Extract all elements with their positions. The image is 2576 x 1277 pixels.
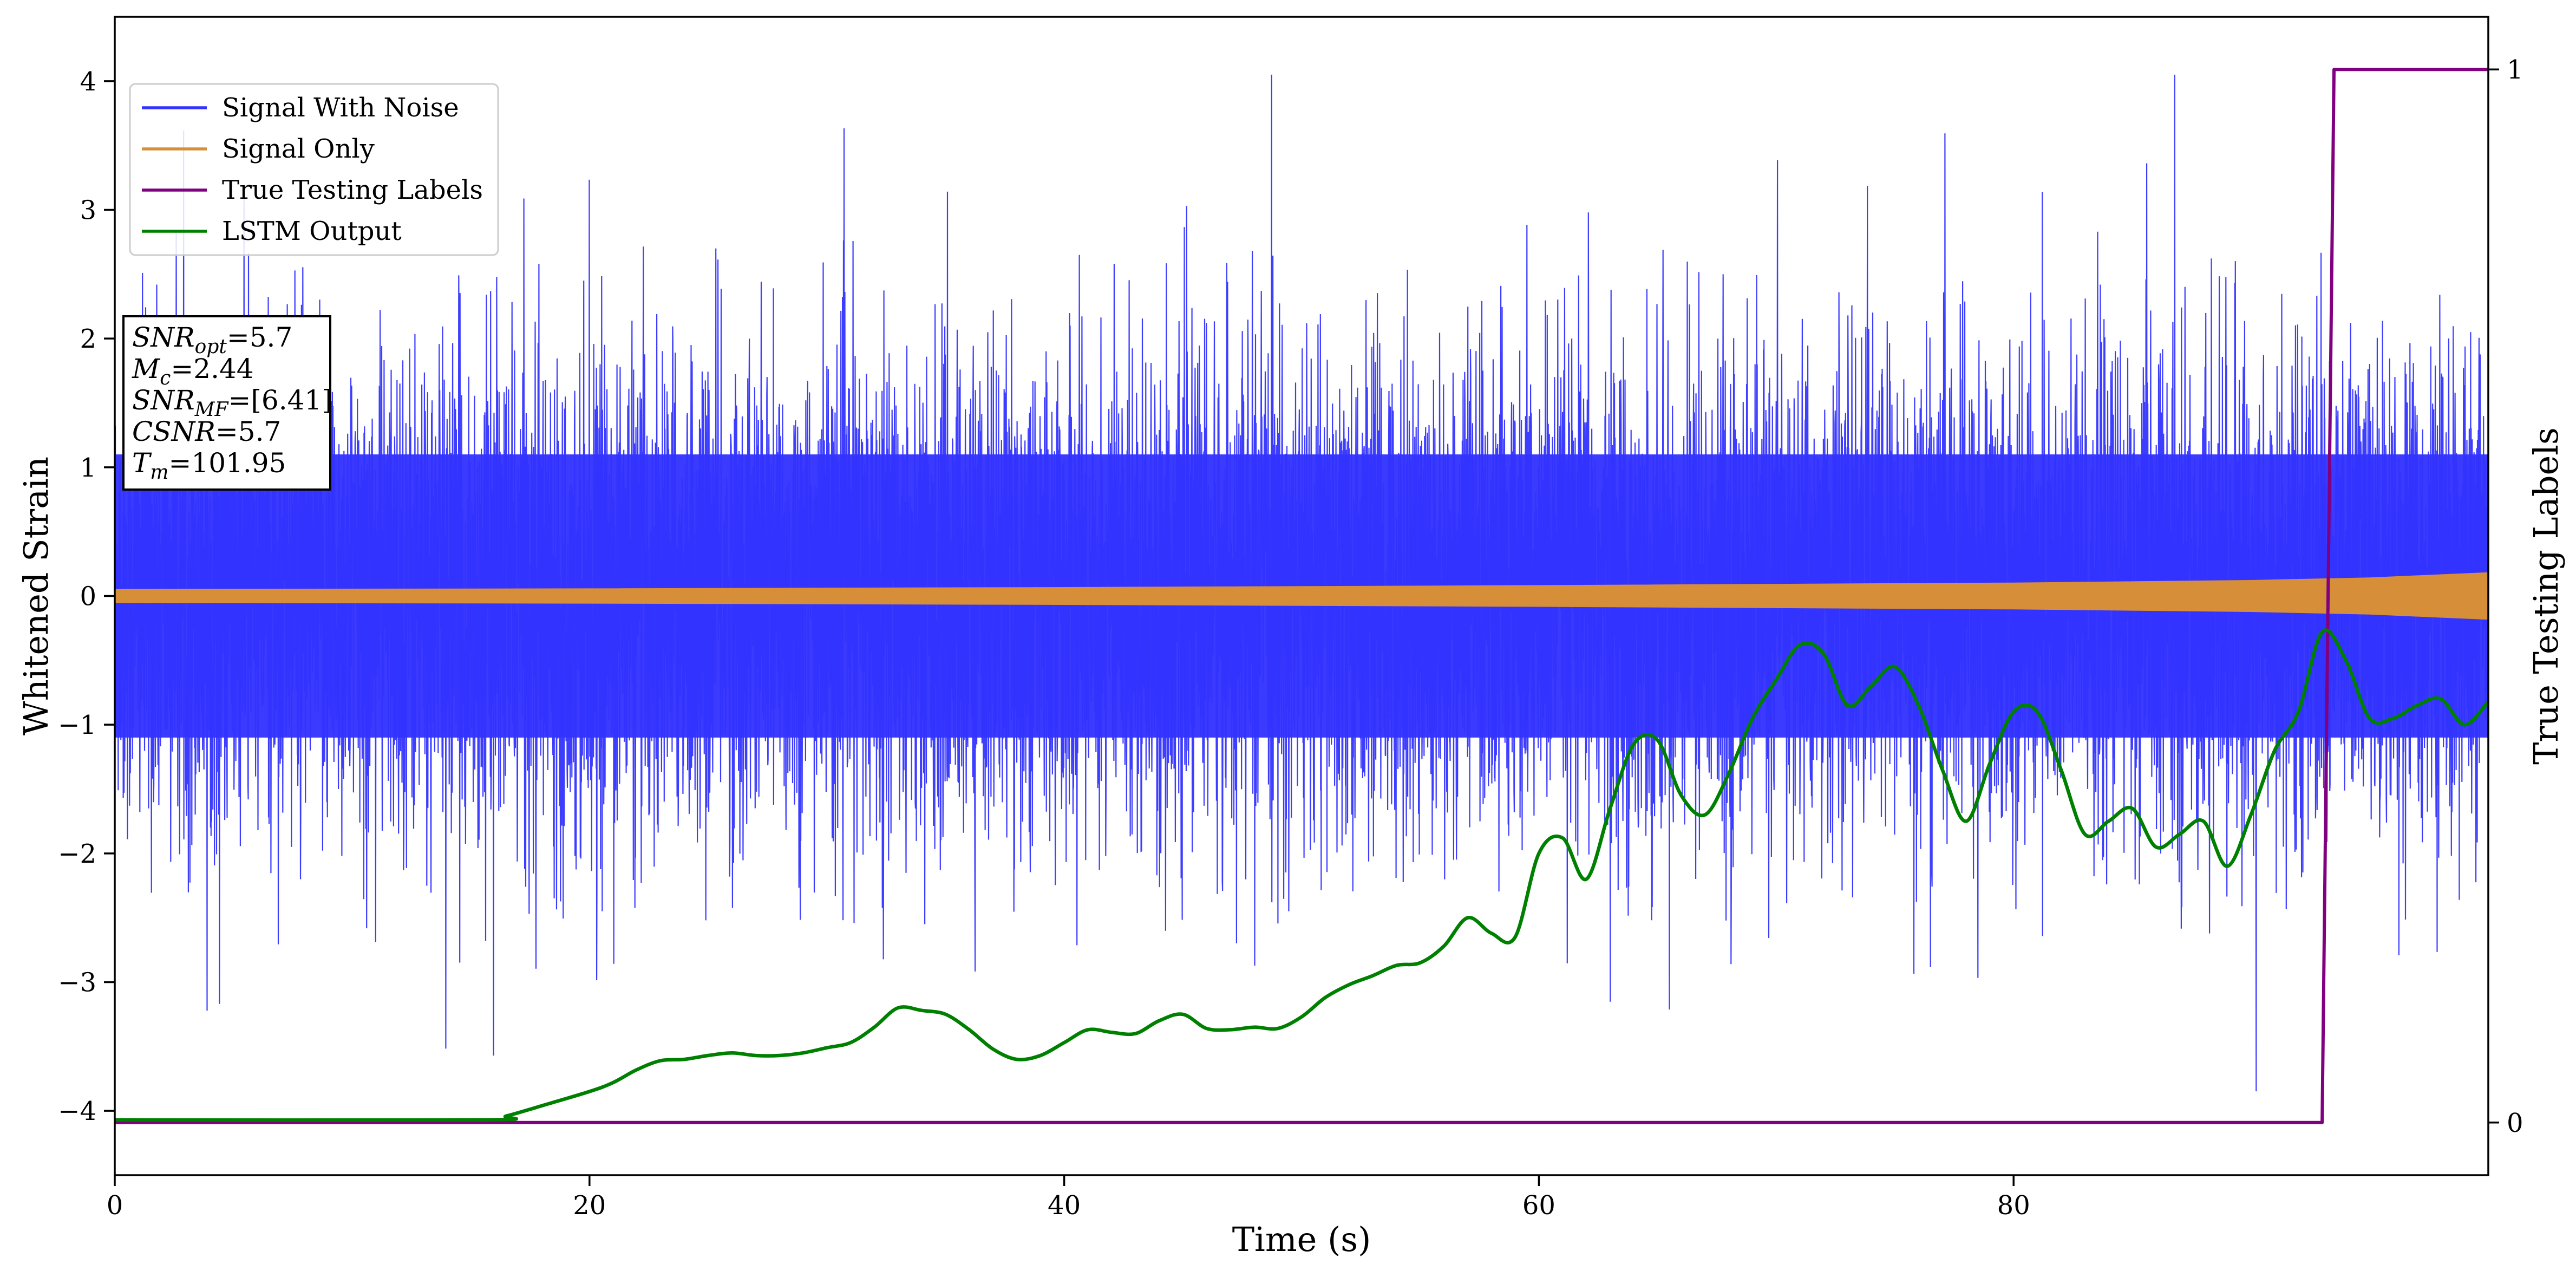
annotation-box: SNRopt=5.7Mc=2.44SNRMF=[6.41]CSNR=5.7Tm=…	[122, 315, 332, 491]
annotation-symbol: T	[132, 447, 152, 479]
y-tick-label: −4	[58, 1096, 96, 1126]
x-axis-title: Time (s)	[1232, 1220, 1371, 1259]
annotation-symbol: SNR	[132, 322, 195, 353]
y2-tick-label: 0	[2507, 1108, 2523, 1138]
legend-label: Signal With Noise	[222, 93, 459, 123]
annotation-symbol: SNR	[132, 385, 195, 416]
y-axis-left: −4 −3 −2 −1 0 1 2 3 4	[58, 67, 115, 1126]
annotation-frame	[122, 315, 331, 491]
y-axis-right: 01	[2488, 55, 2523, 1138]
x-tick-label: 20	[573, 1190, 606, 1221]
legend-label: Signal Only	[222, 134, 375, 164]
x-tick-label: 0	[107, 1190, 123, 1221]
annotation-line: SNRopt=5.7	[132, 322, 292, 358]
y-tick-label: 2	[80, 324, 96, 354]
annotation-subscript: MF	[194, 399, 230, 421]
x-axis: 0 20 40 60 80	[107, 1175, 2030, 1221]
plot-data-layer	[115, 68, 2488, 1124]
x-tick-label: 80	[1997, 1190, 2030, 1221]
x-tick-label: 60	[1522, 1190, 1555, 1221]
y-axis-title: Whitened Strain	[16, 457, 56, 735]
annotation-line: CSNR=5.7	[132, 416, 281, 447]
annotation-line: SNRMF=[6.41]	[132, 385, 332, 421]
legend-frame	[129, 83, 499, 256]
signal-only-band	[115, 572, 2488, 620]
legend-label: True Testing Labels	[222, 175, 483, 205]
annotation-subscript: opt	[195, 336, 227, 358]
lstm-output-line	[115, 628, 2488, 1122]
legend-label: LSTM Output	[222, 216, 402, 246]
annotation-line: Tm=101.95	[132, 447, 286, 484]
y-tick-label: −2	[58, 839, 96, 869]
annotation-value: =2.44	[171, 353, 253, 385]
y-tick-label: −3	[58, 968, 96, 998]
annotation-line: Mc=2.44	[132, 353, 254, 389]
annotation-value: =101.95	[169, 447, 286, 479]
annotation-subscript: c	[160, 367, 171, 389]
annotation-subscript: m	[150, 461, 168, 484]
annotation-value: =5.7	[215, 416, 281, 447]
y-tick-label: 4	[80, 67, 96, 97]
y-tick-label: 0	[80, 582, 96, 612]
annotation-value: =[6.41]	[228, 385, 332, 416]
y-tick-label: −1	[58, 710, 96, 740]
annotation-symbol: CSNR	[132, 416, 215, 447]
y2-axis-title: True Testing Labels	[2526, 427, 2566, 765]
annotation-symbol: M	[132, 353, 161, 385]
y-tick-label: 3	[80, 196, 96, 226]
x-tick-label: 40	[1048, 1190, 1081, 1221]
y2-tick-label: 1	[2507, 55, 2523, 85]
legend: Signal With Noise Signal Only True Testing…	[129, 83, 499, 256]
y-tick-label: 1	[80, 453, 96, 483]
annotation-value: =5.7	[227, 322, 292, 353]
true-testing-labels-line	[115, 68, 2488, 1124]
